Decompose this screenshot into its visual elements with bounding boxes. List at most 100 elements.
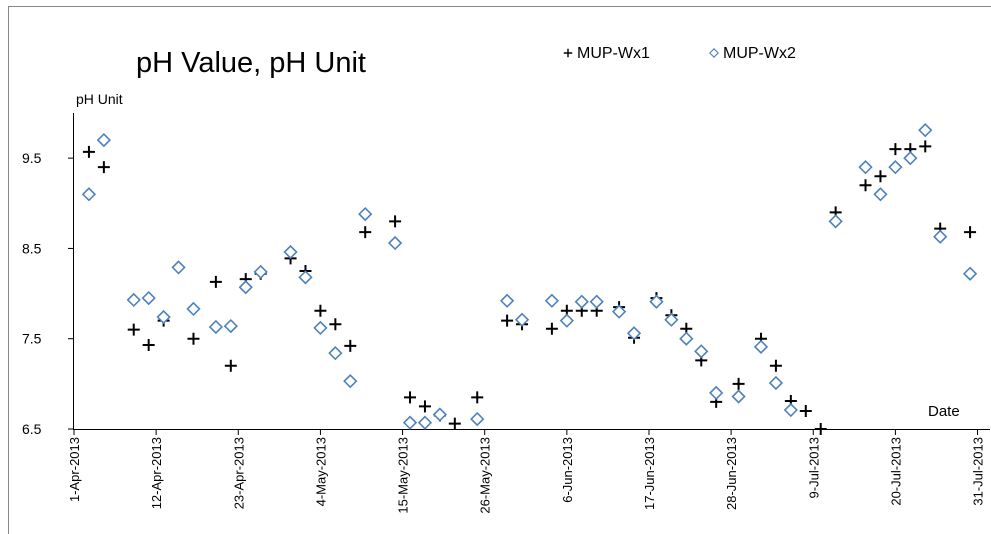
plus-marker <box>501 314 514 327</box>
plus-marker <box>732 377 745 390</box>
plus-marker <box>344 339 357 352</box>
diamond-marker <box>186 301 201 317</box>
x-tick-label: 26-May-2013 <box>478 437 493 514</box>
diamond-marker <box>858 160 873 175</box>
diamond-marker <box>358 206 373 222</box>
legend-label: MUP-Wx1 <box>577 45 650 62</box>
x-tick-label: 9-Jul-2013 <box>806 437 821 498</box>
diamond-marker <box>432 407 448 422</box>
plus-marker <box>329 318 342 331</box>
diamond-marker <box>559 313 574 328</box>
diamond-marker <box>709 385 724 401</box>
plus-marker <box>97 161 110 174</box>
plus-marker <box>859 179 872 192</box>
x-tick-label: 6-Jun-2013 <box>560 437 575 503</box>
x-tick-label: 20-Jul-2013 <box>888 437 903 506</box>
y-tick-label: 9.5 <box>22 150 42 166</box>
chart-frame <box>8 6 991 534</box>
diamond-marker <box>313 320 328 336</box>
diamond-marker <box>679 331 694 346</box>
diamond-marker <box>611 304 627 319</box>
plus-marker <box>448 417 461 430</box>
diamond-marker <box>933 229 948 244</box>
plus-marker <box>799 404 812 417</box>
x-tick-label: 1-Apr-2013 <box>67 437 82 502</box>
diamond-marker <box>238 280 253 295</box>
diamond-marker <box>514 312 530 327</box>
diamond-marker <box>664 312 679 327</box>
plus-marker <box>404 391 417 404</box>
x-tick-label: 23-Apr-2013 <box>231 437 246 509</box>
plus-marker <box>814 423 827 435</box>
plus-marker <box>389 215 402 228</box>
diamond-marker <box>828 214 843 229</box>
diamond-marker <box>544 293 560 308</box>
diamond-marker <box>649 294 664 309</box>
diamond-marker <box>731 389 746 404</box>
diamond-marker <box>328 346 343 361</box>
legend-label: MUP-Wx2 <box>723 45 796 62</box>
diamond-marker <box>470 411 485 427</box>
diamond-marker <box>298 270 313 285</box>
plus-marker <box>142 339 155 352</box>
x-tick-label: 31-Jul-2013 <box>971 437 986 506</box>
diamond-marker <box>888 160 903 175</box>
diamond-marker <box>253 264 268 280</box>
x-tick-label: 4-May-2013 <box>313 437 328 506</box>
diamond-marker <box>709 48 719 58</box>
plus-marker <box>889 143 902 156</box>
diamond-marker <box>208 319 224 335</box>
x-tick-label: 15-May-2013 <box>396 437 411 514</box>
plus-marker <box>127 323 140 336</box>
diamond-marker <box>156 309 171 325</box>
plus-marker <box>471 391 484 404</box>
y-tick-label: 8.5 <box>22 240 42 256</box>
x-tick-label: 28-Jun-2013 <box>724 437 739 510</box>
diamond-marker <box>753 339 769 354</box>
diamond-marker <box>387 235 403 251</box>
diamond-marker <box>283 244 298 260</box>
diamond-marker <box>223 318 238 334</box>
diamond-marker <box>873 187 888 202</box>
x-axis-label: Date <box>928 403 960 420</box>
diamond-marker <box>417 415 433 430</box>
plus-marker <box>418 400 431 413</box>
plus-marker <box>964 226 977 239</box>
x-tick-label: 12-Apr-2013 <box>149 437 164 509</box>
diamond-marker <box>343 374 358 389</box>
plus-marker <box>209 275 222 288</box>
plus-marker <box>224 359 237 372</box>
plus-marker <box>874 170 887 183</box>
plus-marker <box>545 322 558 335</box>
plus-marker <box>314 304 327 317</box>
diamond-marker <box>141 290 156 306</box>
diamond-marker <box>574 294 589 309</box>
diamond-marker <box>96 132 112 148</box>
diamond-marker <box>694 344 709 359</box>
plus-marker <box>359 226 372 239</box>
plus-marker <box>769 359 782 372</box>
diamond-marker <box>626 326 642 341</box>
y-tick-label: 6.5 <box>22 421 42 437</box>
diamond-marker <box>783 402 798 418</box>
y-tick-label: 7.5 <box>22 331 42 347</box>
diamond-marker <box>402 415 418 430</box>
diamond-marker <box>903 151 918 166</box>
plus-marker <box>187 332 200 345</box>
plus-marker <box>82 145 95 158</box>
diamond-marker <box>171 260 186 275</box>
diamond-marker <box>499 293 515 308</box>
plus-marker <box>563 48 573 58</box>
diamond-marker <box>81 187 97 202</box>
chart-title: pH Value, pH Unit <box>136 47 366 79</box>
diamond-marker <box>962 266 978 281</box>
y-axis-label: pH Unit <box>76 91 123 107</box>
diamond-marker <box>126 292 141 308</box>
x-tick-label: 17-Jun-2013 <box>642 437 657 510</box>
plus-marker <box>919 140 932 153</box>
diamond-marker <box>589 294 604 309</box>
diamond-marker <box>918 123 933 138</box>
diamond-marker <box>768 375 784 391</box>
